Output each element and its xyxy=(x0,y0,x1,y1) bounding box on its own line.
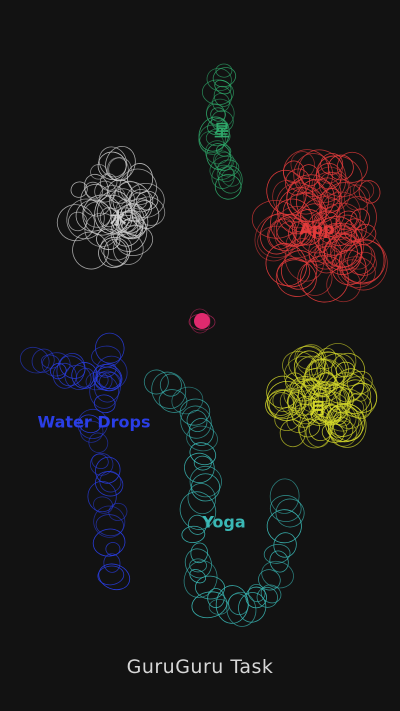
cluster-water-drops-scribble[interactable] xyxy=(16,330,133,594)
cluster-moon-scribble[interactable] xyxy=(262,337,380,452)
cluster-yoga-scribble[interactable] xyxy=(140,366,309,629)
app-title: GuruGuru Task xyxy=(126,656,274,678)
center-add-task-button[interactable] xyxy=(194,313,210,329)
cluster-water-scribble[interactable] xyxy=(54,142,170,275)
cluster-label-star[interactable]: 星 xyxy=(213,121,231,140)
cluster-label-app[interactable]: App xyxy=(299,219,335,239)
cluster-app-scribble[interactable] xyxy=(249,142,394,308)
cluster-label-moon[interactable]: 月 xyxy=(309,399,327,418)
cluster-star-scribble[interactable] xyxy=(194,63,243,201)
cluster-label-water[interactable]: 水 xyxy=(109,209,127,228)
cluster-label-yoga[interactable]: Yoga xyxy=(202,512,246,532)
cluster-label-water-drops[interactable]: Water Drops xyxy=(37,412,151,432)
